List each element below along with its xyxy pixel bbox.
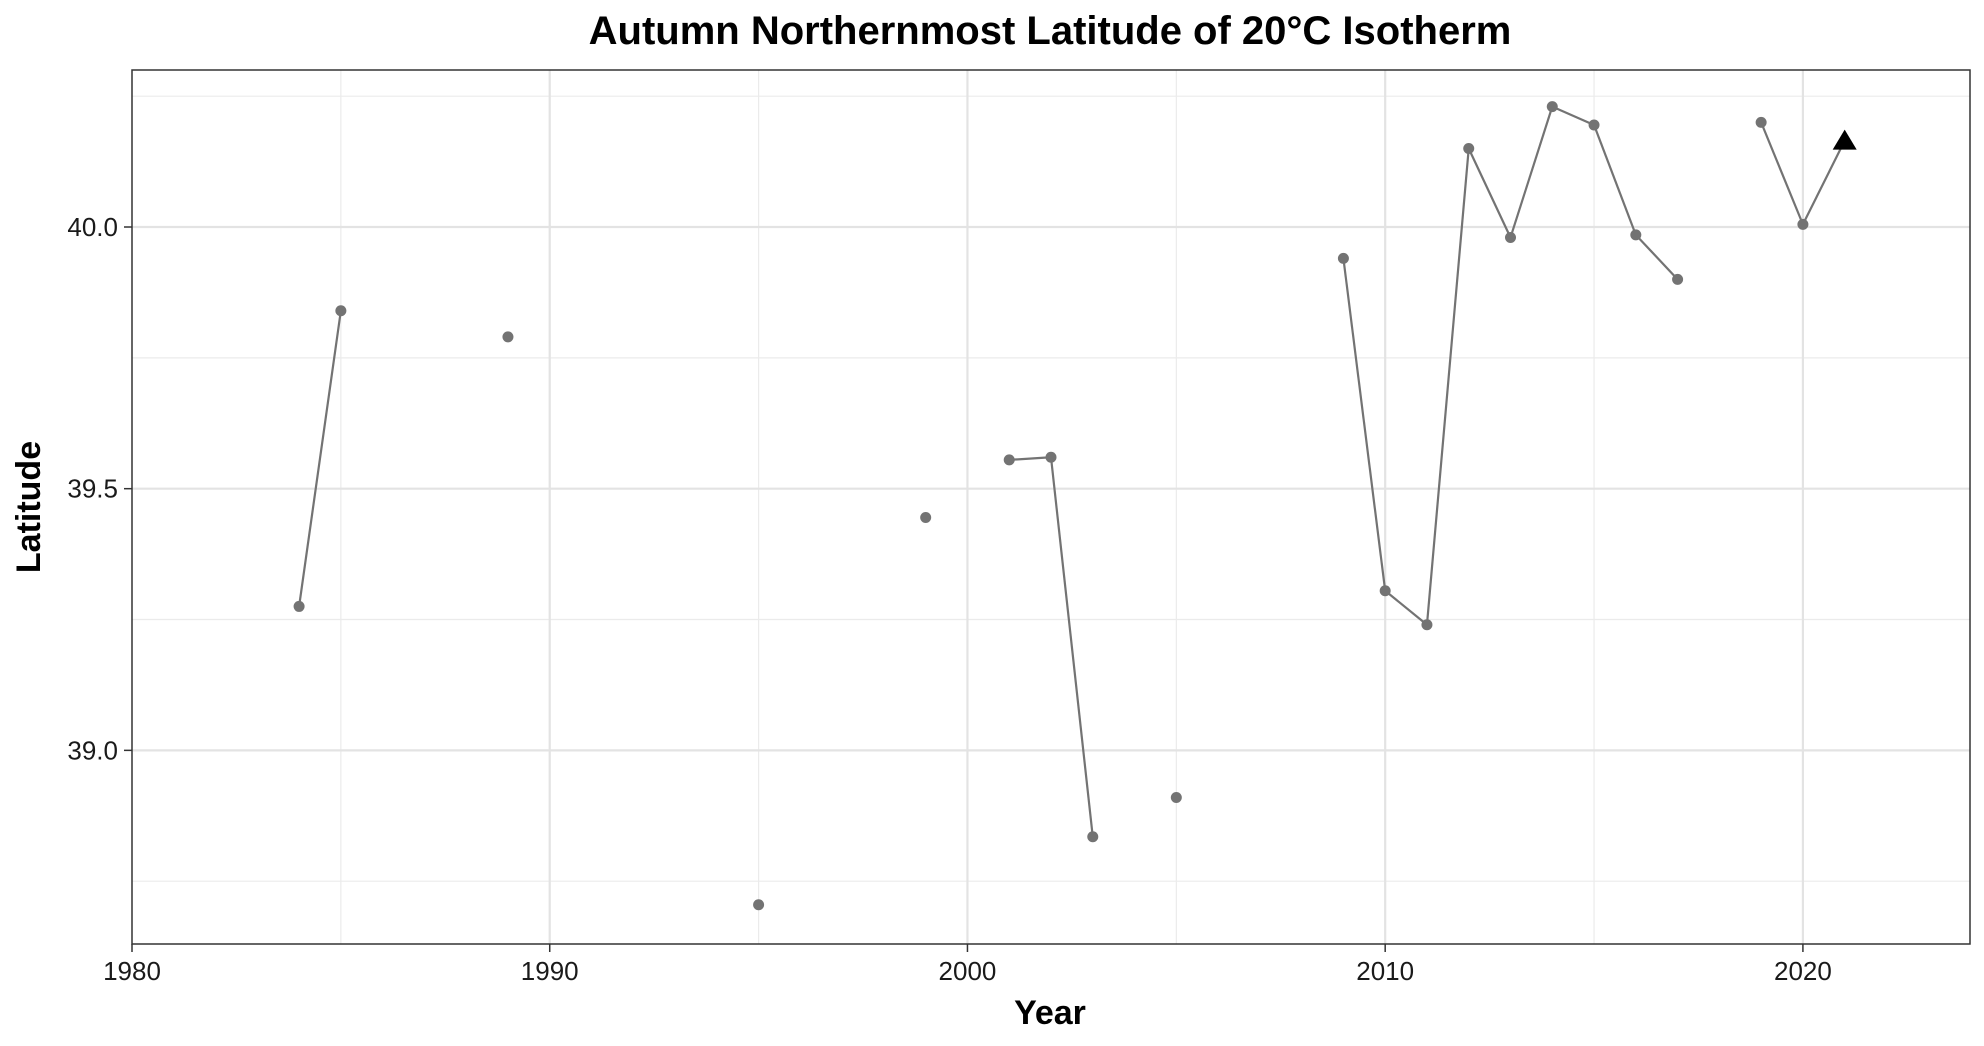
data-point <box>1463 143 1475 155</box>
series-line-segment <box>298 310 342 607</box>
plot-border <box>131 69 1971 945</box>
grid <box>132 70 1970 944</box>
series-line-segment <box>1049 457 1094 837</box>
data-point <box>1003 454 1015 466</box>
data-point <box>502 331 514 343</box>
data-point <box>1087 831 1099 843</box>
series-line-segment <box>1593 124 1637 236</box>
data-point <box>1337 252 1349 264</box>
series-line-segment <box>1509 106 1554 238</box>
series-line-segment <box>1760 121 1804 225</box>
x-tick-label: 2000 <box>939 956 997 986</box>
series-line-segment <box>1551 105 1595 126</box>
y-tick-label: 40.0 <box>67 212 118 242</box>
data-point <box>920 511 932 523</box>
data-point <box>293 600 305 612</box>
series-line-segment <box>1467 148 1512 238</box>
y-axis-title: Latitude <box>10 441 48 573</box>
data-point <box>753 899 765 911</box>
x-tick-label: 2010 <box>1356 956 1414 986</box>
axes: 1980 1990 2000 2010 2020 39.0 39.5 40.0 <box>67 212 1831 986</box>
data-point <box>1797 218 1809 230</box>
data-point <box>1045 451 1057 463</box>
x-axis-title: Year <box>1014 994 1086 1032</box>
data-point <box>1505 231 1516 243</box>
x-tick-label: 2020 <box>1774 956 1832 986</box>
series-line-segment <box>1801 140 1846 225</box>
chart-title: Autumn Northernmost Latitude of 20°C Iso… <box>589 9 1512 53</box>
data-point <box>1588 119 1600 131</box>
data-point <box>335 305 347 317</box>
x-tick-label: 1980 <box>103 956 161 986</box>
data-point <box>1170 791 1182 803</box>
series-lines <box>298 105 1846 837</box>
data-point <box>1421 619 1433 631</box>
series-line-segment <box>1635 234 1679 281</box>
data-point <box>1546 101 1558 113</box>
data-point <box>1630 229 1642 241</box>
data-points <box>293 101 1857 911</box>
data-point <box>1379 585 1391 597</box>
data-point-triangle <box>1832 129 1857 150</box>
series-line-segment <box>1425 148 1470 625</box>
x-tick-label: 1990 <box>521 956 579 986</box>
data-point <box>1672 273 1684 285</box>
y-tick-label: 39.0 <box>67 735 118 765</box>
y-tick-label: 39.5 <box>67 474 118 504</box>
series-line-segment <box>1342 258 1387 591</box>
series-line-segment <box>1384 589 1428 626</box>
series-line-segment <box>1009 456 1052 461</box>
data-point <box>1755 116 1767 128</box>
